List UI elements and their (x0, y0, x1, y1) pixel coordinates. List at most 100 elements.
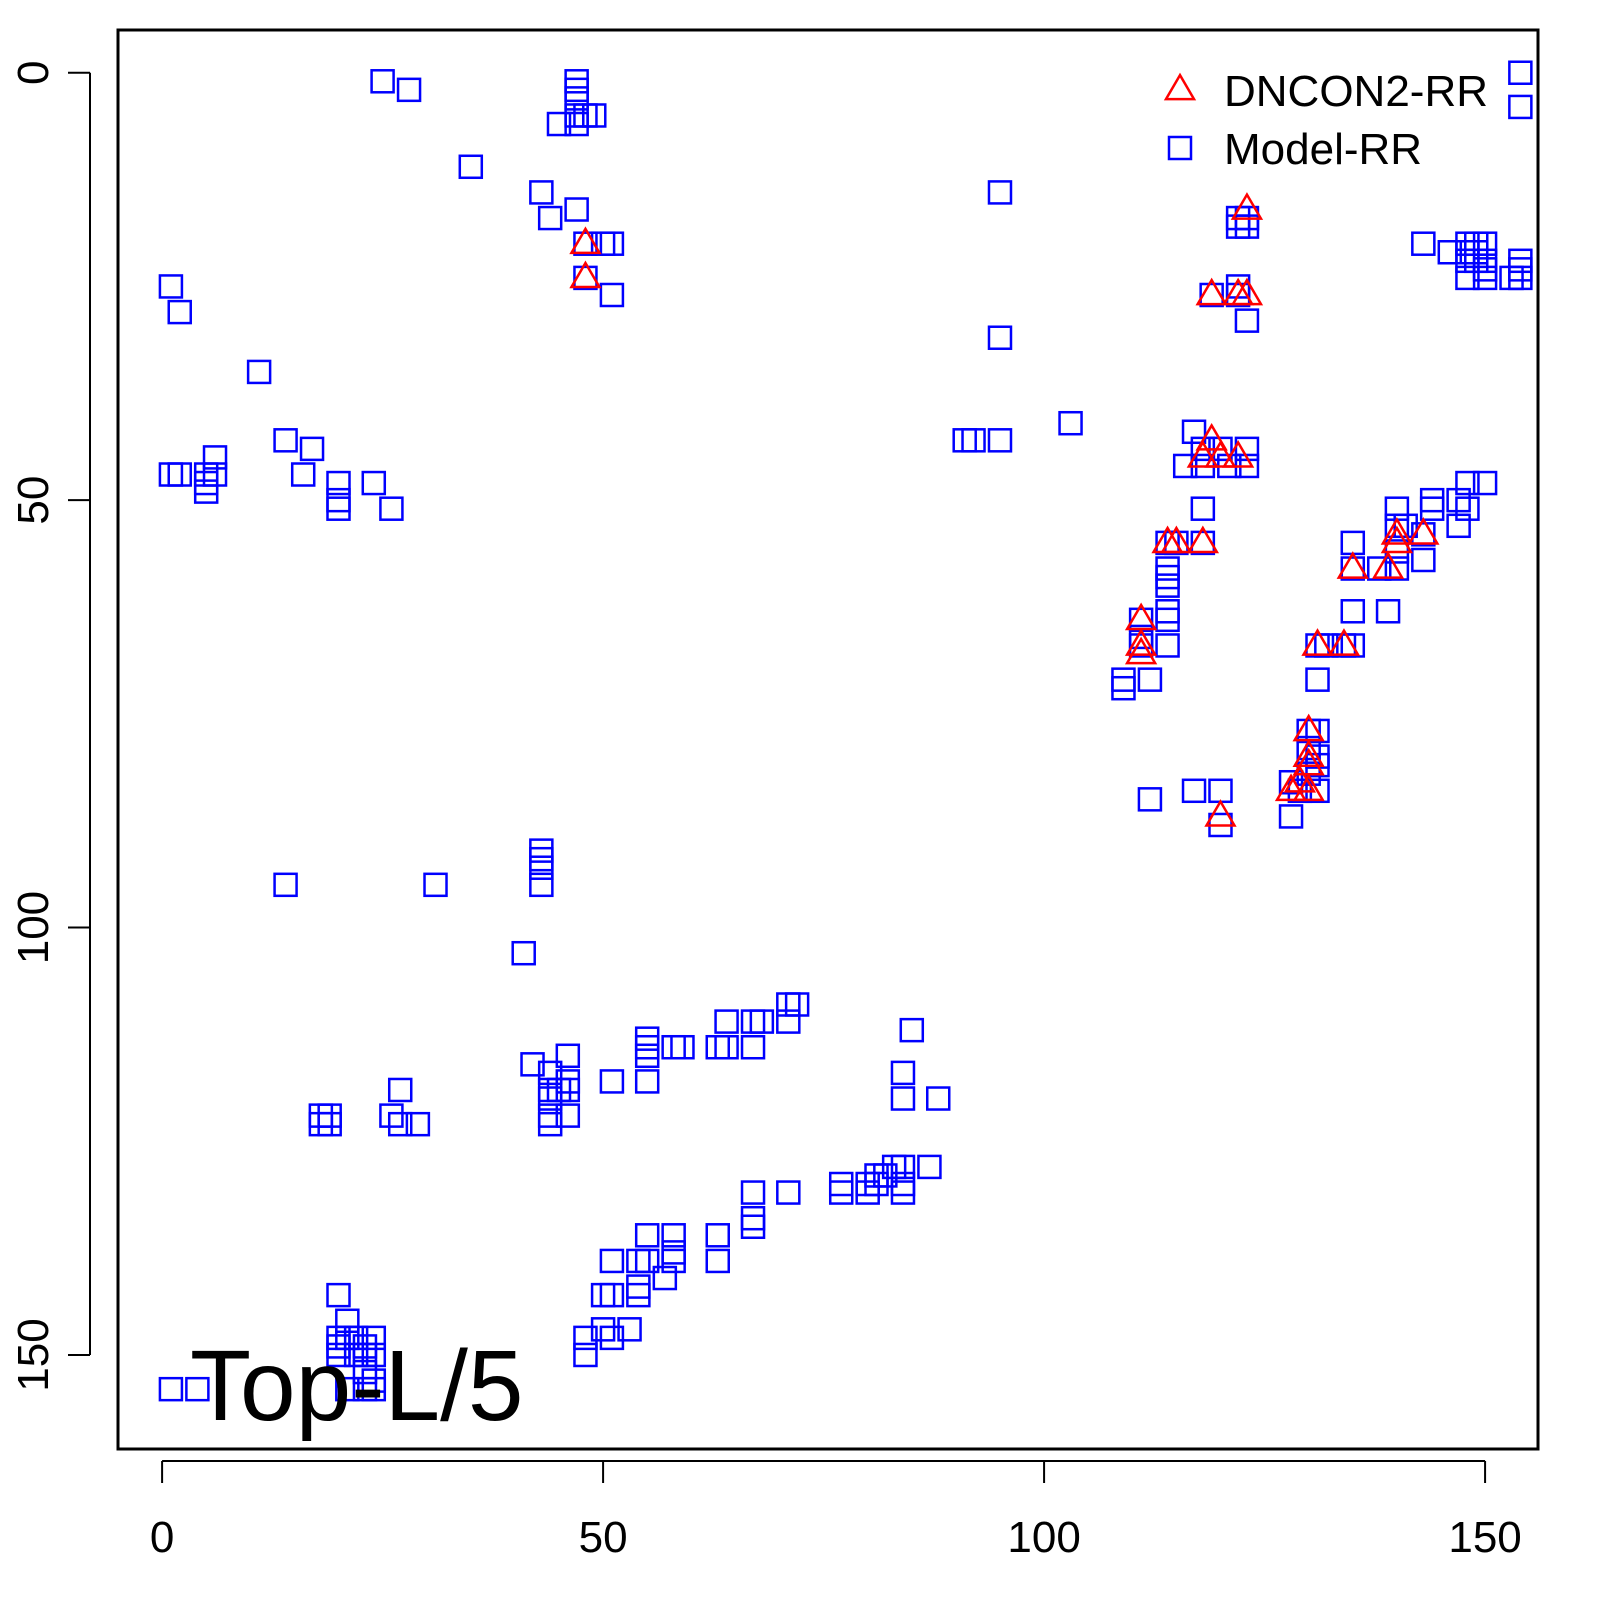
model-rr-point (590, 1282, 616, 1308)
model-rr-point (1155, 564, 1180, 590)
model-rr-point (193, 470, 219, 496)
dncon2-rr-point (1124, 636, 1158, 665)
model-rr-point (1155, 556, 1180, 581)
model-rr-point (1181, 419, 1207, 445)
model-rr-point (1278, 804, 1304, 829)
model-rr-point (361, 470, 387, 496)
model-rr-point (1128, 633, 1154, 658)
model-rr-point (784, 992, 810, 1017)
model-rr-point (290, 462, 316, 487)
model-rr-point (193, 462, 219, 487)
model-rr-point (158, 274, 184, 299)
model-rr-point (573, 103, 598, 128)
x-tick-label: 100 (1007, 1513, 1080, 1562)
dncon2-rr-point (569, 226, 602, 255)
model-rr-point (1508, 248, 1533, 274)
model-rr-point (1411, 547, 1436, 573)
dncon2-rr-point (1380, 525, 1414, 554)
model-rr-point (617, 1317, 642, 1342)
model-rr-point (1155, 633, 1180, 658)
model-rr-point (1446, 513, 1471, 539)
model-rr-point (987, 428, 1013, 453)
model-rr-point (1508, 265, 1533, 291)
model-rr-point (1305, 667, 1330, 692)
model-rr-point (705, 1248, 731, 1274)
model-rr-point (705, 1034, 731, 1060)
model-rr-point (1411, 231, 1436, 256)
model-rr-point (599, 282, 625, 308)
model-rr-point (890, 1180, 916, 1205)
model-rr-point (1314, 633, 1339, 658)
dncon2-rr-point (1204, 799, 1237, 827)
model-rr-point (1137, 667, 1163, 692)
model-rr-point (899, 1017, 925, 1043)
model-rr-point (546, 1077, 572, 1103)
model-rr-point (1111, 675, 1136, 701)
model-rr-point (634, 1026, 660, 1051)
model-rr-point (634, 1034, 660, 1060)
model-rr-point (1155, 599, 1180, 624)
model-rr-point (379, 496, 404, 521)
model-rr-point (529, 180, 554, 205)
model-rr-point (246, 359, 272, 385)
model-rr-point (1164, 530, 1189, 556)
model-rr-point (1455, 496, 1480, 521)
model-rr-point (1508, 257, 1533, 282)
model-rr-point (917, 1154, 942, 1180)
dncon2-rr-point (1230, 277, 1264, 306)
model-rr-point (1455, 265, 1480, 291)
legend-dncon2-rr-label: DNCON2-RR (1224, 67, 1488, 116)
model-rr-point (776, 992, 801, 1017)
dncon2-rr-point (1371, 551, 1405, 579)
model-rr-point (326, 1282, 351, 1308)
model-rr-point (952, 428, 977, 453)
model-rr-point (1419, 496, 1445, 521)
model-rr-point (626, 1248, 651, 1274)
model-rr-point (573, 265, 598, 291)
legend-model-rr-label: Model-RR (1224, 125, 1422, 174)
model-rr-point (1411, 522, 1436, 547)
dncon2-rr-point (1186, 525, 1220, 554)
model-rr-point (652, 1265, 678, 1291)
model-rr-point (661, 1223, 686, 1248)
model-rr-point (361, 1325, 387, 1351)
model-rr-point (546, 111, 572, 137)
dncon2-rr-point (1292, 773, 1325, 802)
model-rr-point (890, 1154, 916, 1180)
model-rr-point (537, 205, 563, 231)
model-rr-point (1464, 248, 1489, 274)
model-rr-point (1225, 214, 1251, 239)
model-rr-point (1155, 573, 1180, 598)
model-rr-point (555, 1077, 581, 1103)
model-rr-point (1366, 556, 1392, 581)
model-rr-point (529, 838, 554, 863)
model-rr-point (670, 1034, 695, 1060)
dncon2-rr-point (1336, 551, 1369, 579)
model-rr-point (573, 231, 598, 256)
dncon2-rr-point (1327, 628, 1361, 656)
model-rr-point (590, 1317, 616, 1342)
model-rr-point (626, 1282, 651, 1308)
y-tick-label: 0 (9, 60, 58, 84)
model-rr-point (564, 77, 589, 103)
model-rr-point (158, 462, 184, 487)
model-rr-point (396, 77, 422, 103)
dncon2-rr-point (1160, 525, 1193, 554)
model-rr-point (326, 496, 351, 521)
dncon2-rr-point (1380, 516, 1414, 545)
model-rr-point (890, 1060, 916, 1086)
model-rr-point (634, 1248, 660, 1274)
model-rr-point (661, 1240, 686, 1265)
dncon2-rr-point (1230, 192, 1264, 220)
model-rr-point (661, 1248, 686, 1274)
dncon2-rr-point (1186, 440, 1220, 468)
model-rr-point (1137, 787, 1163, 812)
model-rr-point (740, 1034, 766, 1060)
series-dncon2-rr (569, 192, 1440, 827)
model-rr-point (343, 1325, 369, 1351)
model-rr-point (1208, 778, 1233, 804)
model-rr-point (326, 487, 351, 513)
model-rr-point (202, 462, 228, 487)
model-rr-point (564, 69, 589, 94)
